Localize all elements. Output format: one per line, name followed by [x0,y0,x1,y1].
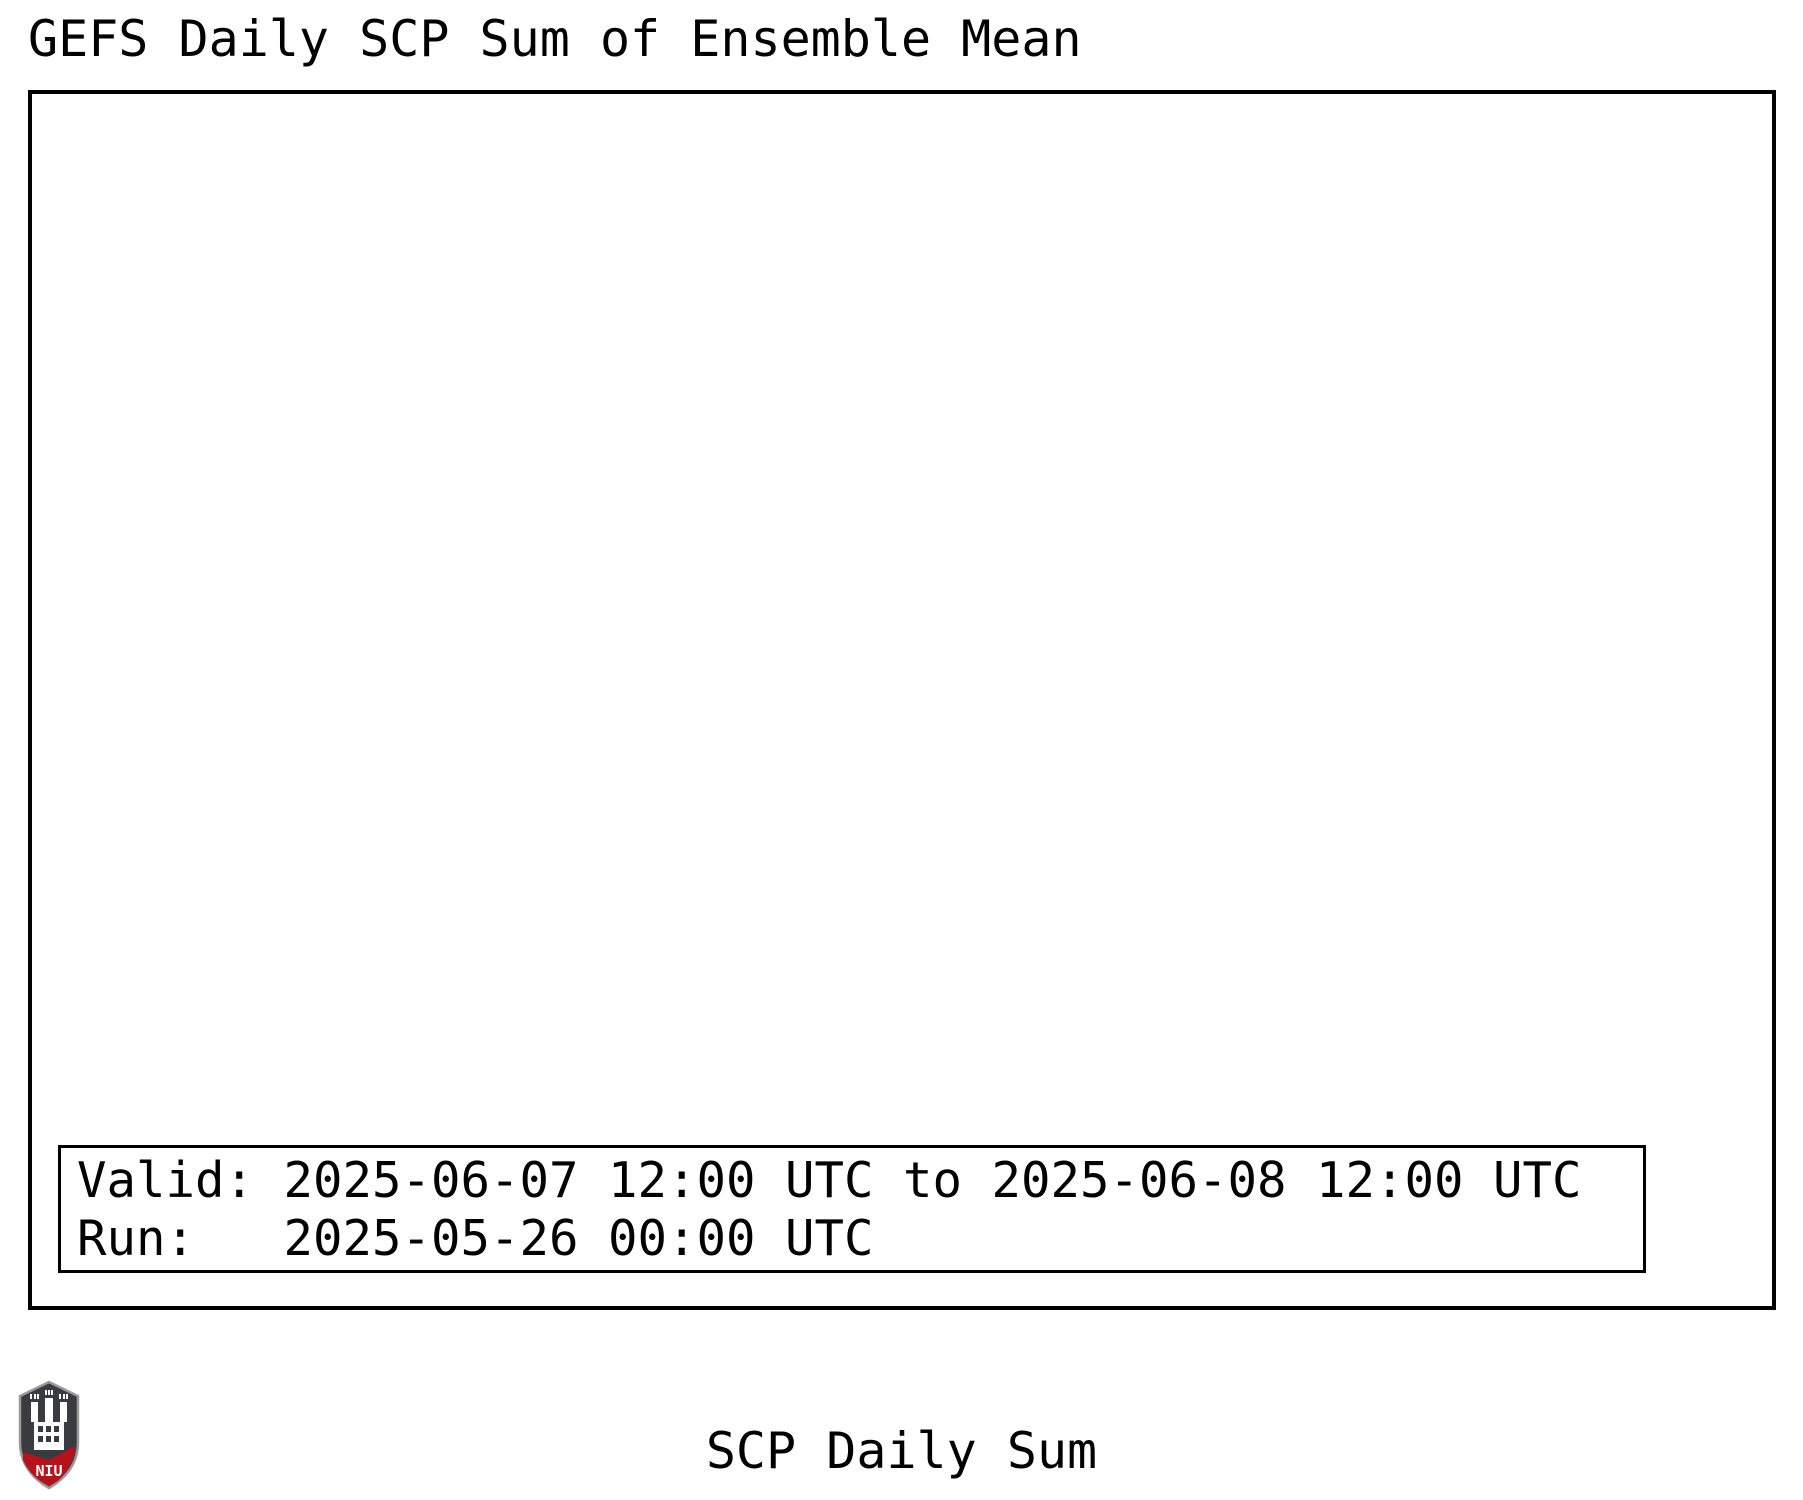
niu-logo: NIU [18,1380,80,1490]
info-box: Valid: 2025-06-07 12:00 UTC to 2025-06-0… [58,1145,1646,1273]
niu-band [23,1446,75,1486]
info-valid-line: Valid: 2025-06-07 12:00 UTC to 2025-06-0… [77,1152,1582,1209]
info-run-line: Run: 2025-05-26 00:00 UTC [77,1210,874,1267]
colorbar [0,1306,1803,1436]
figure-title: GEFS Daily SCP Sum of Ensemble Mean [28,10,1082,68]
niu-castle-icon [30,1390,68,1450]
niu-wordmark: NIU [35,1462,62,1480]
map-panel: Valid: 2025-06-07 12:00 UTC to 2025-06-0… [28,90,1776,1310]
colorbar-axis-label: SCP Daily Sum [705,1422,1098,1480]
scp-field-map-canvas [32,94,1772,1306]
